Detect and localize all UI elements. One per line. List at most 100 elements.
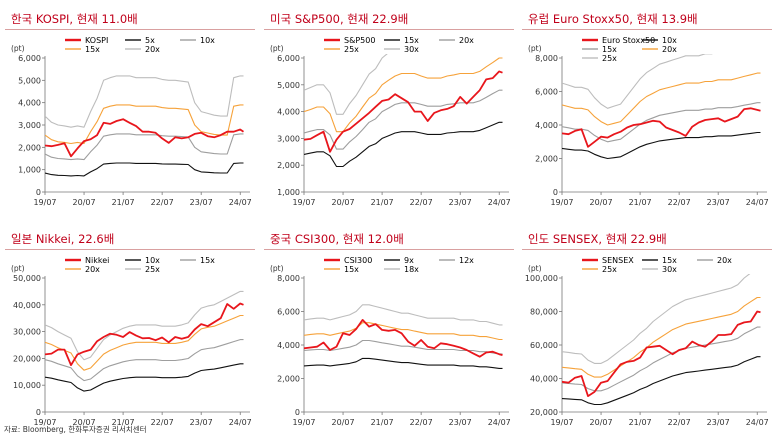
x-tick-label: 20/07: [590, 418, 613, 427]
y-tick-label: 4,000: [535, 121, 558, 130]
chart-panel-3: 유럽 Euro Stoxx50, 현재 13.9배 (pt) 0 2,000 4,000…: [522, 8, 772, 213]
y-tick-label: 8,000: [535, 54, 558, 63]
x-tick-label: 19/07: [550, 198, 573, 207]
y-tick-label: 4,000: [277, 108, 300, 117]
y-tick-label: 4,000: [18, 99, 41, 108]
series-line-9x: [304, 357, 503, 369]
legend-label: 15x: [200, 256, 215, 265]
y-tick-label: 2,000: [535, 155, 558, 164]
x-tick-label: 21/07: [112, 418, 135, 427]
legend-label: 25x: [602, 265, 617, 274]
legend-label: 5x: [145, 36, 155, 45]
series-line-25x: [562, 296, 761, 378]
unit-label: (pt): [11, 44, 25, 53]
y-tick-label: 20,000: [530, 408, 558, 417]
legend-label: 15x: [662, 256, 677, 265]
x-tick-label: 21/07: [629, 198, 652, 207]
y-tick-label: 0: [295, 408, 300, 417]
legend-label: 25x: [344, 45, 359, 54]
x-tick-label: 24/07: [229, 198, 252, 207]
chart-title: 일본 Nikkei, 22.6배: [5, 228, 255, 250]
legend-label: 15x: [404, 36, 419, 45]
y-tick-label: 0: [36, 408, 41, 417]
x-tick-label: 23/07: [449, 198, 472, 207]
series-line-10x: [562, 131, 761, 160]
x-tick-label: 23/07: [707, 198, 730, 207]
chart-svg: (pt) 20,000 40,000 60,000 80,000 100,000 19/07…: [525, 256, 769, 427]
series-line-20x: [304, 89, 503, 150]
legend-label: 10x: [145, 256, 160, 265]
series-line-12x: [304, 339, 503, 355]
source-note: 자료: Bloomberg, 한화투자증권 리서치센터: [4, 425, 147, 434]
x-tick-label: 23/07: [190, 418, 213, 427]
legend-label: 15x: [344, 265, 359, 274]
chart-panel-1: 한국 KOSPI, 현재 11.0배 (pt) 0 1,000 2,000 3,000 4,…: [5, 8, 255, 213]
y-tick-label: 5,000: [277, 81, 300, 90]
x-tick-label: 24/07: [488, 418, 511, 427]
x-tick-label: 22/07: [410, 418, 433, 427]
x-tick-label: 21/07: [112, 198, 135, 207]
legend-label: 10x: [200, 36, 215, 45]
y-tick-label: 6,000: [277, 308, 300, 317]
x-tick-label: 23/07: [707, 418, 730, 427]
chart-panel-4: 일본 Nikkei, 22.6배 (pt) 0 10,000 20,000 30,000 4…: [5, 228, 255, 433]
series-line-15x: [304, 322, 503, 341]
series-line-5x: [45, 162, 244, 177]
chart-panel-6: 인도 SENSEX, 현재 22.9배 (pt) 20,000 40,000 60,00…: [522, 228, 772, 433]
y-tick-label: 10,000: [13, 381, 41, 390]
x-tick-label: 23/07: [190, 198, 213, 207]
x-tick-label: 24/07: [746, 418, 769, 427]
unit-label: (pt): [528, 264, 542, 273]
series-line-15x: [304, 121, 503, 168]
series-line-20x: [562, 72, 761, 126]
series-line-25x: [45, 290, 244, 361]
series-line-20x: [45, 314, 244, 371]
x-tick-label: 21/07: [371, 198, 394, 207]
y-tick-label: 20,000: [13, 354, 41, 363]
legend-label: S&P500: [344, 36, 375, 45]
series-line-kospi: [45, 118, 244, 158]
y-tick-label: 8,000: [277, 274, 300, 283]
chart-title: 인도 SENSEX, 현재 22.9배: [522, 228, 772, 250]
legend-label: 20x: [145, 45, 160, 54]
legend-label: 20x: [662, 45, 677, 54]
y-tick-label: 0: [553, 188, 558, 197]
y-tick-label: 4,000: [277, 341, 300, 350]
legend-label: 12x: [459, 256, 474, 265]
series-line-10x: [45, 363, 244, 392]
y-tick-label: 5,000: [18, 76, 41, 85]
x-tick-label: 19/07: [33, 418, 56, 427]
series-line-15x: [45, 104, 244, 145]
y-tick-label: 2,000: [277, 375, 300, 384]
legend-label: 25x: [145, 265, 160, 274]
chart-svg: (pt) 0 2,000 4,000 6,000 8,000 19/07 20/07 21/07…: [270, 256, 511, 427]
y-tick-label: 1,000: [277, 188, 300, 197]
x-tick-label: 20/07: [332, 418, 355, 427]
x-tick-label: 24/07: [746, 198, 769, 207]
x-tick-label: 20/07: [73, 198, 96, 207]
series-line-25x: [304, 57, 503, 133]
legend-label: SENSEX: [602, 256, 634, 265]
x-tick-label: 22/07: [668, 418, 691, 427]
chart-panel-2: 미국 S&P500, 현재 22.9배 (pt) 1,000 2,000 3,000 4,…: [264, 8, 514, 213]
x-tick-label: 23/07: [449, 418, 472, 427]
legend-label: Euro Stoxx50: [602, 36, 655, 45]
chart-title: 미국 S&P500, 현재 22.9배: [264, 8, 514, 30]
legend-label: 18x: [404, 265, 419, 274]
series-line-csi300: [304, 319, 503, 358]
x-tick-label: 22/07: [668, 198, 691, 207]
x-tick-label: 19/07: [292, 198, 315, 207]
y-tick-label: 6,000: [18, 54, 41, 63]
series-line-18x: [304, 304, 503, 326]
chart-svg: (pt) 0 2,000 4,000 6,000 8,000 19/07 20/07 21/07…: [528, 36, 769, 207]
series-line-25x: [562, 54, 713, 109]
series-line-nikkei: [45, 302, 244, 366]
legend-label: 20x: [717, 256, 732, 265]
y-tick-label: 3,000: [277, 134, 300, 143]
series-line-15x: [45, 339, 244, 382]
x-tick-label: 20/07: [332, 198, 355, 207]
y-tick-label: 6,000: [277, 54, 300, 63]
legend-label: 20x: [85, 265, 100, 274]
chart-svg: (pt) 0 10,000 20,000 30,000 40,000 50,000 19/07…: [11, 256, 252, 427]
